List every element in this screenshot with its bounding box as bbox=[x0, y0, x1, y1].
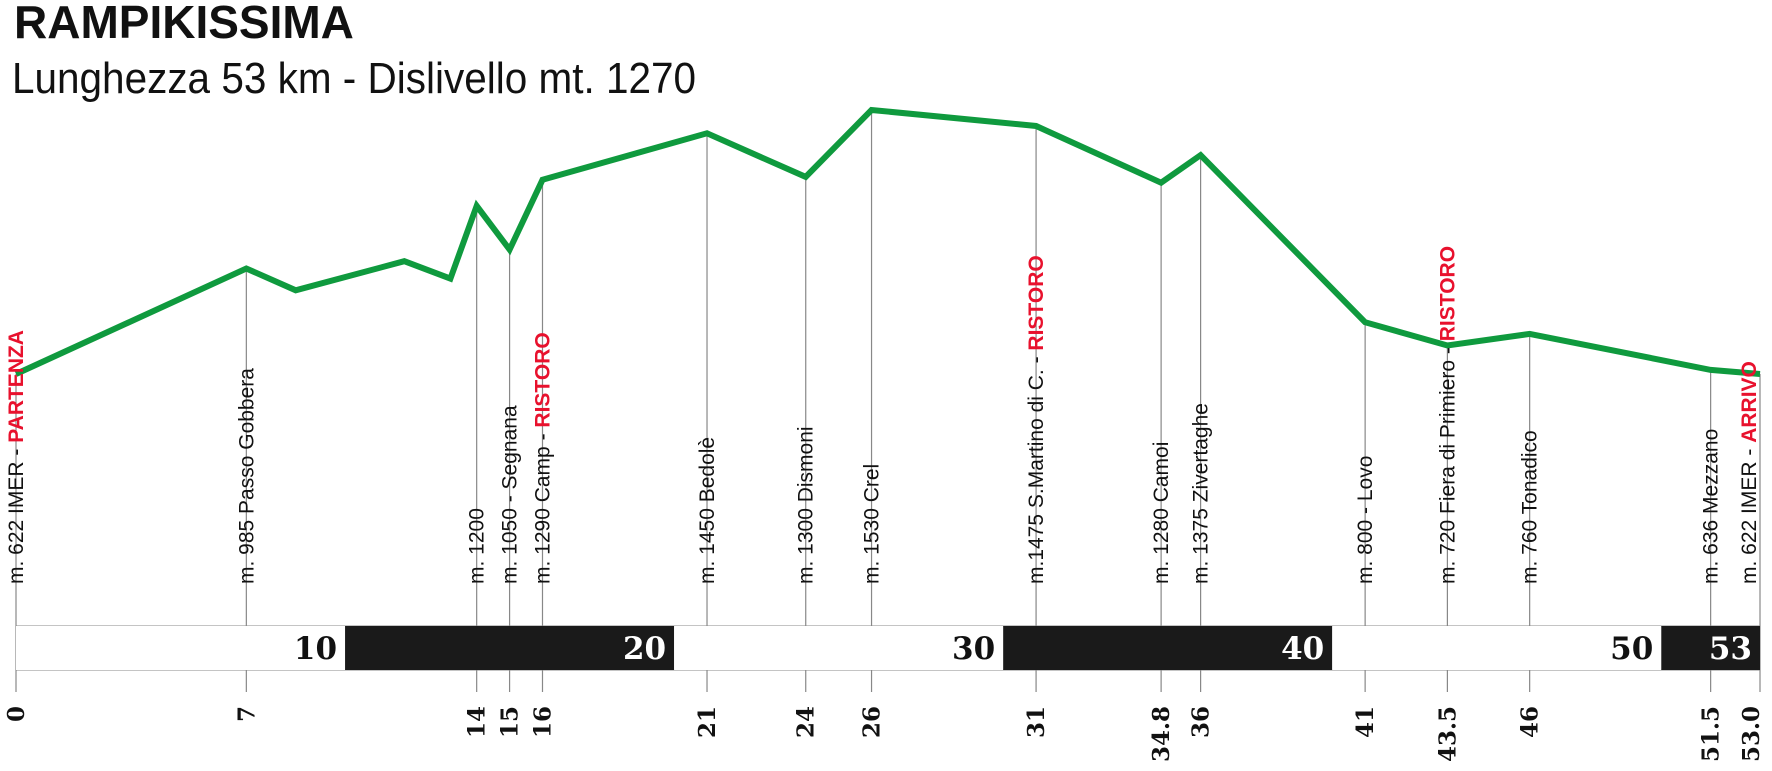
km-label: 51.5 bbox=[1698, 706, 1725, 762]
km-label: 31 bbox=[1023, 706, 1050, 738]
waypoint-label: m. 1450 Bedolè bbox=[696, 437, 719, 584]
km-label: 36 bbox=[1188, 706, 1215, 738]
distance-scale-bar: 10 20 30 40 50 53 bbox=[15, 625, 1761, 671]
waypoint-label: m. 622 IMER - PARTENZA bbox=[5, 330, 28, 584]
waypoint-label: m. 985 Passo Gobbera bbox=[235, 368, 258, 584]
km-labels: 0 7 14 15 16 21 24 26 31 34.8 36 41 43.5 46 51.5 53.0 bbox=[3, 706, 1765, 762]
scale-segment-20 bbox=[345, 626, 675, 670]
scale-segment-label: 50 bbox=[1610, 631, 1653, 667]
scale-segment-label: 53 bbox=[1709, 631, 1752, 667]
profile-layer bbox=[14, 106, 1761, 377]
km-label: 0 bbox=[3, 706, 30, 722]
km-label: 53.0 bbox=[1738, 706, 1765, 762]
scale-segment-50 bbox=[1332, 626, 1662, 670]
scale-segment-label: 10 bbox=[294, 631, 337, 667]
km-label: 24 bbox=[793, 706, 820, 738]
scale-segment-40 bbox=[1003, 626, 1333, 670]
chart-title: RAMPIKISSIMA bbox=[14, 0, 354, 48]
scale-segment-label: 30 bbox=[952, 631, 995, 667]
km-label: 16 bbox=[530, 706, 557, 738]
waypoint-label: m.1475 S.Martino di C. - RISTORO bbox=[1025, 255, 1048, 584]
scale-segment-label: 20 bbox=[623, 631, 666, 667]
chart-subtitle: Lunghezza 53 km - Dislivello mt. 1270 bbox=[12, 54, 696, 103]
km-label: 41 bbox=[1352, 706, 1379, 738]
km-label: 15 bbox=[497, 706, 524, 738]
km-label: 14 bbox=[464, 706, 491, 738]
waypoint-label: m. 800 - Lovo bbox=[1354, 456, 1377, 584]
waypoint-label: m. 1200 bbox=[466, 508, 489, 584]
km-label: 43.5 bbox=[1434, 706, 1461, 762]
waypoint-label: m. 1300 Dismoni bbox=[795, 426, 818, 584]
waypoint-label: m. 636 Mezzano bbox=[1700, 429, 1723, 584]
km-label: 21 bbox=[694, 706, 721, 738]
scale-segment-label: 40 bbox=[1281, 631, 1324, 667]
waypoint-label: m. 1530 Crel bbox=[861, 464, 884, 584]
scale-segment-30 bbox=[674, 626, 1004, 670]
waypoint-label: m. 1280 Camoi bbox=[1150, 442, 1173, 584]
waypoint-ticks bbox=[15, 110, 1761, 692]
scale-segment-10 bbox=[16, 626, 346, 670]
waypoint-labels: m. 622 IMER - PARTENZA m. 985 Passo Gobbe… bbox=[5, 246, 1761, 584]
km-label: 46 bbox=[1517, 706, 1544, 738]
waypoint-label: m. 720 Fiera di Primiero - RISTORO bbox=[1436, 246, 1459, 584]
waypoint-label: m. 1290 Camp - RISTORO bbox=[532, 332, 555, 584]
km-label: 26 bbox=[859, 706, 886, 738]
km-label: 34.8 bbox=[1148, 706, 1175, 762]
waypoint-label: m. 760 Tonadico bbox=[1519, 430, 1542, 584]
waypoint-label: m. 1375 Zivertaghe bbox=[1190, 403, 1213, 584]
km-label: 7 bbox=[233, 706, 260, 722]
scale-segment-53 bbox=[1661, 626, 1760, 670]
waypoint-label: m. 1050 - Segnana bbox=[499, 405, 522, 584]
waypoint-label: m. 622 IMER - ARRIVO bbox=[1738, 361, 1761, 584]
elevation-profile-line bbox=[14, 106, 1761, 377]
